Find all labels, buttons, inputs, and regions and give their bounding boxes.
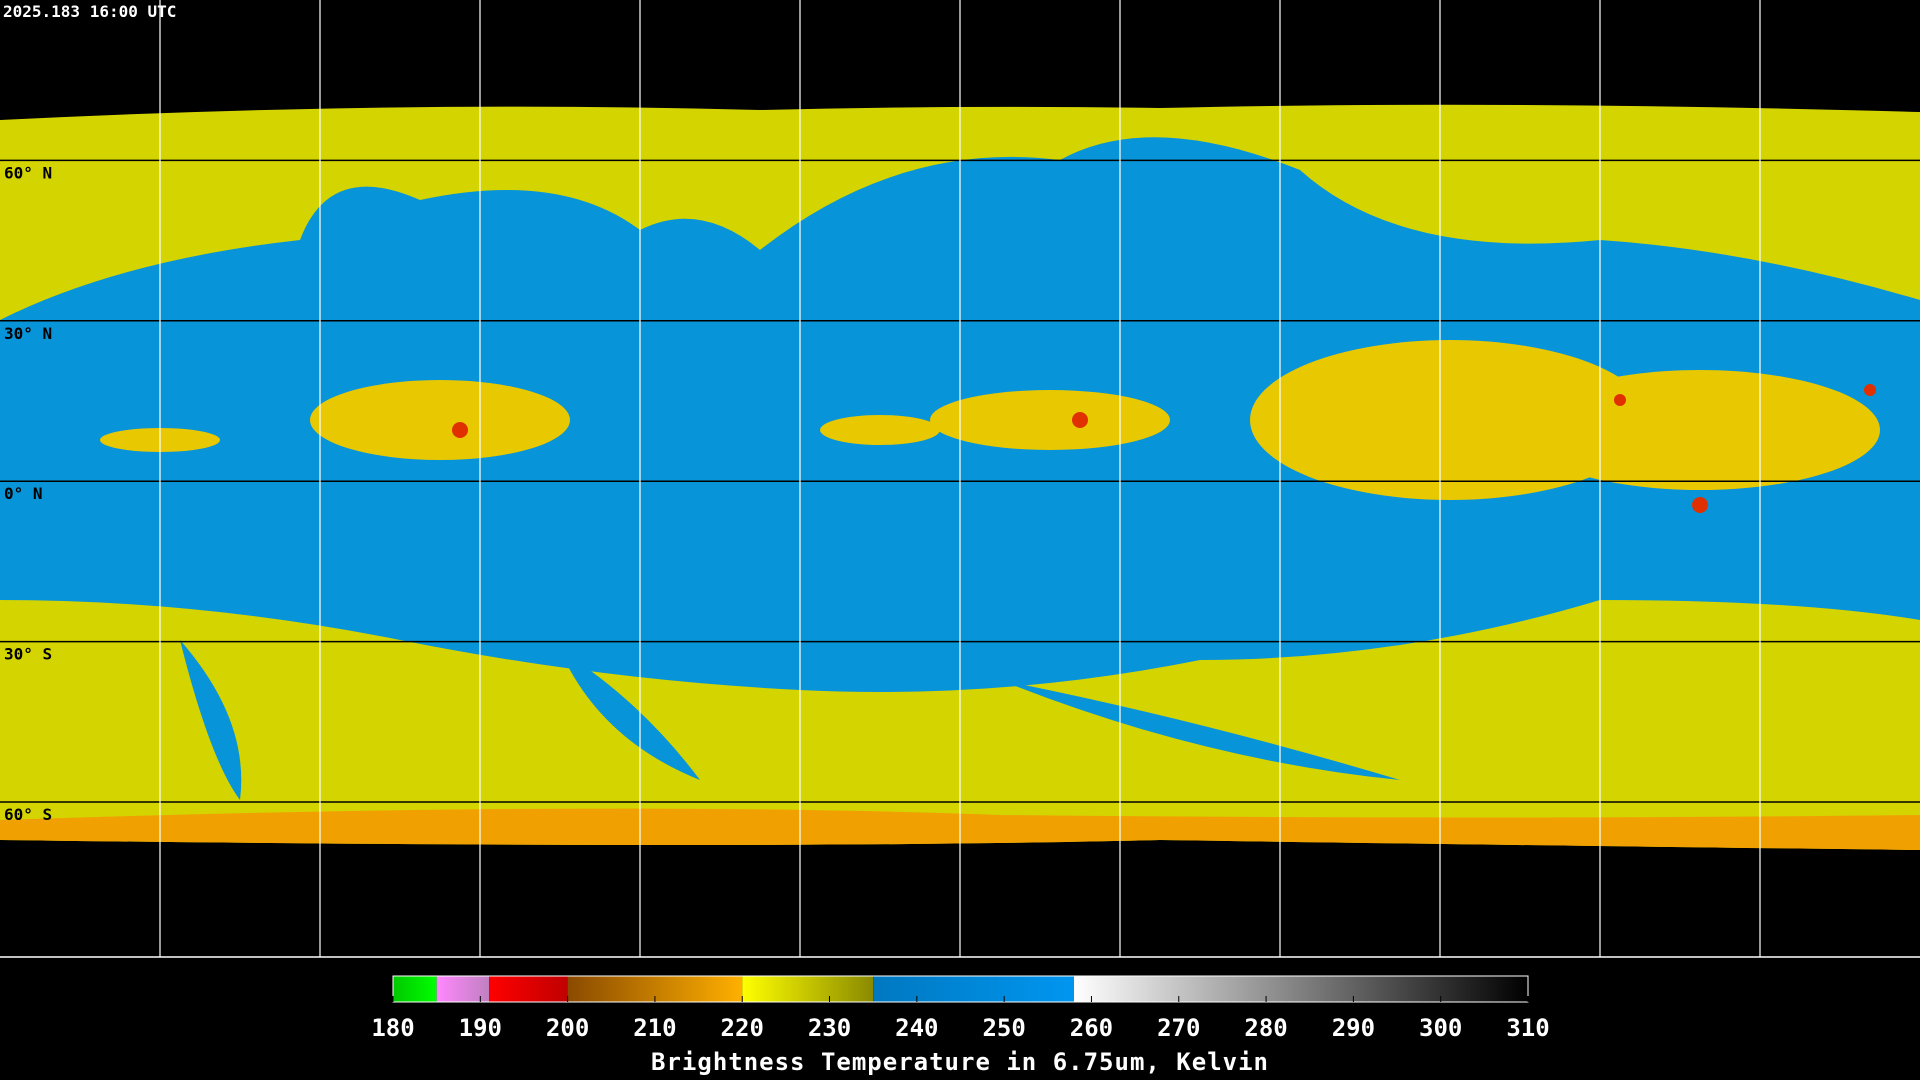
colorbar-tick-label: 310 — [1506, 1014, 1549, 1042]
latitude-labels: 60° N 30° N 0° N 30° S 60° S — [4, 163, 52, 824]
colorbar-segment — [489, 976, 568, 1002]
latitude-label: 60° N — [4, 163, 52, 182]
colorbar-segment — [436, 976, 490, 1002]
lon-grid — [159, 0, 1761, 957]
colorbar-segment — [742, 976, 874, 1002]
dry-slot — [180, 640, 1400, 800]
convection — [100, 340, 1880, 500]
deep-convection — [452, 384, 1876, 513]
colorbar-tick-label: 300 — [1419, 1014, 1462, 1042]
latitude-label: 30° S — [4, 645, 52, 664]
colorbar-tick-label: 240 — [895, 1014, 938, 1042]
colorbar: 180 190 200 210 220 230 240 250 260 270 280 290 300 3… — [371, 975, 1550, 1042]
colorbar-tick-label: 190 — [459, 1014, 502, 1042]
colorbar-tick-label: 290 — [1332, 1014, 1375, 1042]
colorbar-title: Brightness Temperature in 6.75um, Kelvin — [651, 1048, 1269, 1076]
latitude-label: 30° N — [4, 324, 52, 343]
colorbar-tick-label: 230 — [808, 1014, 851, 1042]
colorbar-tick-label: 210 — [633, 1014, 676, 1042]
colorbar-tick-label: 280 — [1244, 1014, 1287, 1042]
latitude-label: 60° S — [4, 805, 52, 824]
timestamp: 2025.183 16:00 UTC — [3, 2, 176, 21]
colorbar-segment — [873, 976, 1074, 1002]
colorbar-tick-label: 180 — [371, 1014, 414, 1042]
colorbar-tick-label: 200 — [546, 1014, 589, 1042]
colorbar-tick-label: 250 — [982, 1014, 1025, 1042]
colorbar-tick-label: 260 — [1070, 1014, 1113, 1042]
colorbar-frame — [392, 975, 1529, 1003]
colorbar-tick-label: 220 — [721, 1014, 764, 1042]
colorbar-segment — [1074, 976, 1528, 1002]
latitude-label: 0° N — [4, 484, 43, 503]
colorbar-tick-label: 270 — [1157, 1014, 1200, 1042]
colorbar-segment — [393, 976, 437, 1002]
